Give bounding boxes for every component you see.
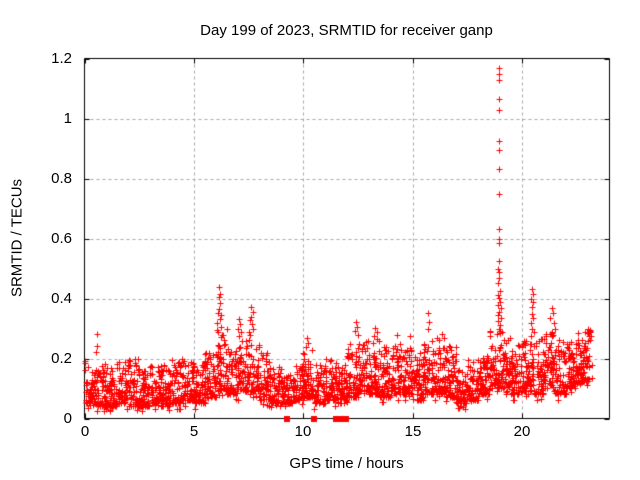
x-tick-label: 5 — [189, 423, 199, 440]
x-tick-label: 20 — [513, 423, 531, 440]
y-tick-label: 1.2 — [51, 50, 72, 67]
x-tick-label: 0 — [80, 423, 90, 440]
y-tick-label: 0.4 — [51, 290, 72, 307]
x-axis-title: GPS time / hours — [289, 455, 404, 472]
y-tick-label: 0.2 — [51, 350, 72, 367]
y-tick-label: 0.6 — [51, 230, 72, 247]
x-tick-label: 15 — [404, 423, 422, 440]
y-tick-label: 0.8 — [51, 170, 72, 187]
x-tick-label: 10 — [294, 423, 312, 440]
y-tick-label: 0 — [63, 410, 72, 427]
chart-title: Day 199 of 2023, SRMTID for receiver gan… — [200, 22, 493, 39]
y-tick-label: 1 — [63, 110, 72, 127]
